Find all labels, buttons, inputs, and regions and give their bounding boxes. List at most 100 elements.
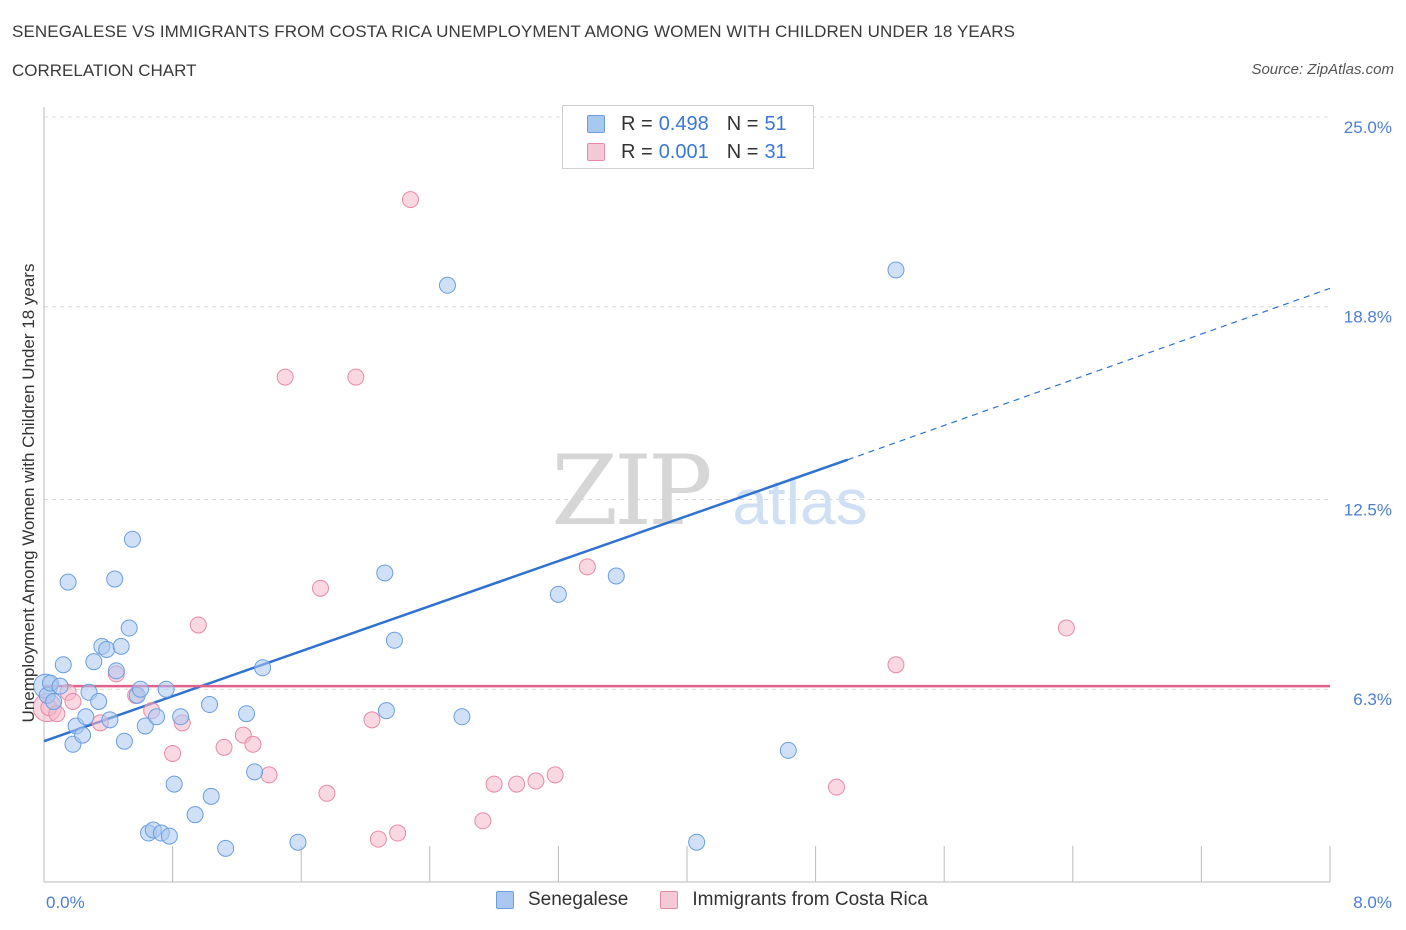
data-point-senegalese bbox=[549, 585, 567, 603]
data-point-senegalese bbox=[136, 717, 154, 735]
trend-line-senegalese bbox=[43, 458, 849, 743]
data-point-costa-rica bbox=[508, 775, 526, 793]
watermark-atlas: atlas bbox=[732, 466, 867, 538]
data-point-senegalese bbox=[289, 833, 307, 851]
data-point-senegalese bbox=[160, 827, 178, 845]
data-point-senegalese bbox=[98, 640, 116, 658]
data-point-senegalese bbox=[123, 530, 141, 548]
legend-r-value: 0.498 bbox=[658, 112, 709, 135]
data-point-senegalese bbox=[201, 696, 219, 714]
y-tick-label: 12.5% bbox=[1344, 501, 1392, 520]
data-point-senegalese bbox=[165, 775, 183, 793]
legend-r-label: R = bbox=[621, 112, 653, 135]
data-point-senegalese bbox=[157, 680, 175, 698]
y-tick-label: 6.3% bbox=[1353, 690, 1392, 709]
legend-swatch-senegalese bbox=[587, 115, 605, 133]
legend-n-label: N = bbox=[726, 112, 759, 135]
y-axis-title: Unemployment Among Women with Children U… bbox=[19, 264, 38, 723]
data-point-costa-rica bbox=[527, 772, 545, 790]
x-tick-label: 8.0% bbox=[1353, 893, 1392, 912]
data-point-costa-rica bbox=[578, 558, 596, 576]
legend-label-costa-rica: Immigrants from Costa Rica bbox=[692, 889, 928, 910]
data-point-senegalese bbox=[172, 708, 190, 726]
data-point-costa-rica bbox=[318, 784, 336, 802]
data-point-senegalese bbox=[217, 839, 235, 857]
data-point-senegalese bbox=[377, 702, 395, 720]
data-point-costa-rica bbox=[887, 656, 905, 674]
data-point-senegalese bbox=[120, 619, 138, 637]
data-point-senegalese bbox=[112, 637, 130, 655]
data-point-senegalese bbox=[453, 708, 471, 726]
data-point-costa-rica bbox=[827, 778, 845, 796]
data-point-senegalese bbox=[202, 787, 220, 805]
legend-r-value: 0.001 bbox=[658, 140, 709, 163]
legend-row-costa-rica: R = 0.001 N = 31 bbox=[587, 140, 787, 164]
data-point-senegalese bbox=[254, 659, 272, 677]
gridlines bbox=[44, 116, 1330, 690]
legend-r-label: R = bbox=[621, 140, 653, 163]
data-point-costa-rica bbox=[1057, 619, 1075, 637]
data-point-senegalese bbox=[77, 708, 95, 726]
data-point-costa-rica bbox=[363, 711, 381, 729]
legend-n-value: 51 bbox=[764, 112, 787, 135]
legend-item-costa-rica: Immigrants from Costa Rica bbox=[660, 889, 928, 911]
legend-swatch-senegalese bbox=[496, 891, 514, 909]
data-point-senegalese bbox=[688, 833, 706, 851]
data-point-senegalese bbox=[107, 662, 125, 680]
data-point-costa-rica bbox=[276, 368, 294, 386]
tick-labels: 6.3% 12.5% 18.8% 25.0% 0.0% 8.0% bbox=[46, 118, 1392, 912]
data-point-costa-rica bbox=[164, 744, 182, 762]
data-point-senegalese bbox=[887, 261, 905, 279]
data-point-costa-rica bbox=[244, 735, 262, 753]
x-tick-label: 0.0% bbox=[46, 893, 85, 912]
trend-lines bbox=[43, 287, 1331, 743]
data-point-senegalese bbox=[607, 567, 625, 585]
data-points bbox=[32, 191, 1075, 857]
trend-line-senegalese-projection bbox=[847, 287, 1331, 461]
data-point-senegalese bbox=[74, 726, 92, 744]
axes bbox=[43, 107, 1331, 883]
legend-swatch-costa-rica bbox=[587, 143, 605, 161]
data-point-costa-rica bbox=[189, 616, 207, 634]
data-point-senegalese bbox=[85, 653, 103, 671]
data-point-costa-rica bbox=[389, 824, 407, 842]
data-point-senegalese bbox=[59, 573, 77, 591]
data-point-senegalese bbox=[246, 763, 264, 781]
data-point-senegalese bbox=[238, 705, 256, 723]
data-point-costa-rica bbox=[485, 775, 503, 793]
data-point-senegalese bbox=[45, 692, 63, 710]
data-point-senegalese bbox=[148, 708, 166, 726]
data-point-costa-rica bbox=[347, 368, 365, 386]
legend-label-senegalese: Senegalese bbox=[528, 889, 629, 910]
data-point-senegalese bbox=[101, 711, 119, 729]
data-point-senegalese bbox=[131, 680, 149, 698]
legend-row-senegalese: R = 0.498 N = 51 bbox=[587, 112, 787, 136]
legend-n-label: N = bbox=[726, 140, 759, 163]
data-point-senegalese bbox=[51, 677, 69, 695]
data-point-senegalese bbox=[438, 276, 456, 294]
legend-swatch-costa-rica bbox=[660, 891, 679, 909]
data-point-senegalese bbox=[779, 741, 797, 759]
data-point-costa-rica bbox=[369, 830, 387, 848]
data-point-senegalese bbox=[385, 631, 403, 649]
watermark: ZIP atlas bbox=[551, 435, 867, 547]
y-tick-label: 25.0% bbox=[1344, 118, 1392, 137]
chart-title: SENEGALESE VS IMMIGRANTS FROM COSTA RICA… bbox=[12, 22, 1016, 41]
data-point-costa-rica bbox=[546, 766, 564, 784]
data-point-senegalese bbox=[115, 732, 133, 750]
data-point-costa-rica bbox=[215, 738, 233, 756]
data-point-senegalese bbox=[90, 692, 108, 710]
watermark-zip: ZIP bbox=[551, 435, 710, 547]
data-point-senegalese bbox=[106, 570, 124, 588]
data-point-senegalese bbox=[186, 806, 204, 824]
data-point-costa-rica bbox=[311, 579, 329, 597]
data-point-costa-rica bbox=[474, 812, 492, 830]
data-point-senegalese bbox=[376, 564, 394, 582]
data-point-costa-rica bbox=[402, 191, 420, 209]
source-credit: Source: ZipAtlas.com bbox=[1251, 61, 1394, 78]
data-point-senegalese bbox=[54, 656, 72, 674]
y-tick-label: 18.8% bbox=[1344, 308, 1392, 327]
chart-subtitle: CORRELATION CHART bbox=[12, 61, 197, 80]
series-legend: Senegalese Immigrants from Costa Rica bbox=[496, 889, 960, 911]
